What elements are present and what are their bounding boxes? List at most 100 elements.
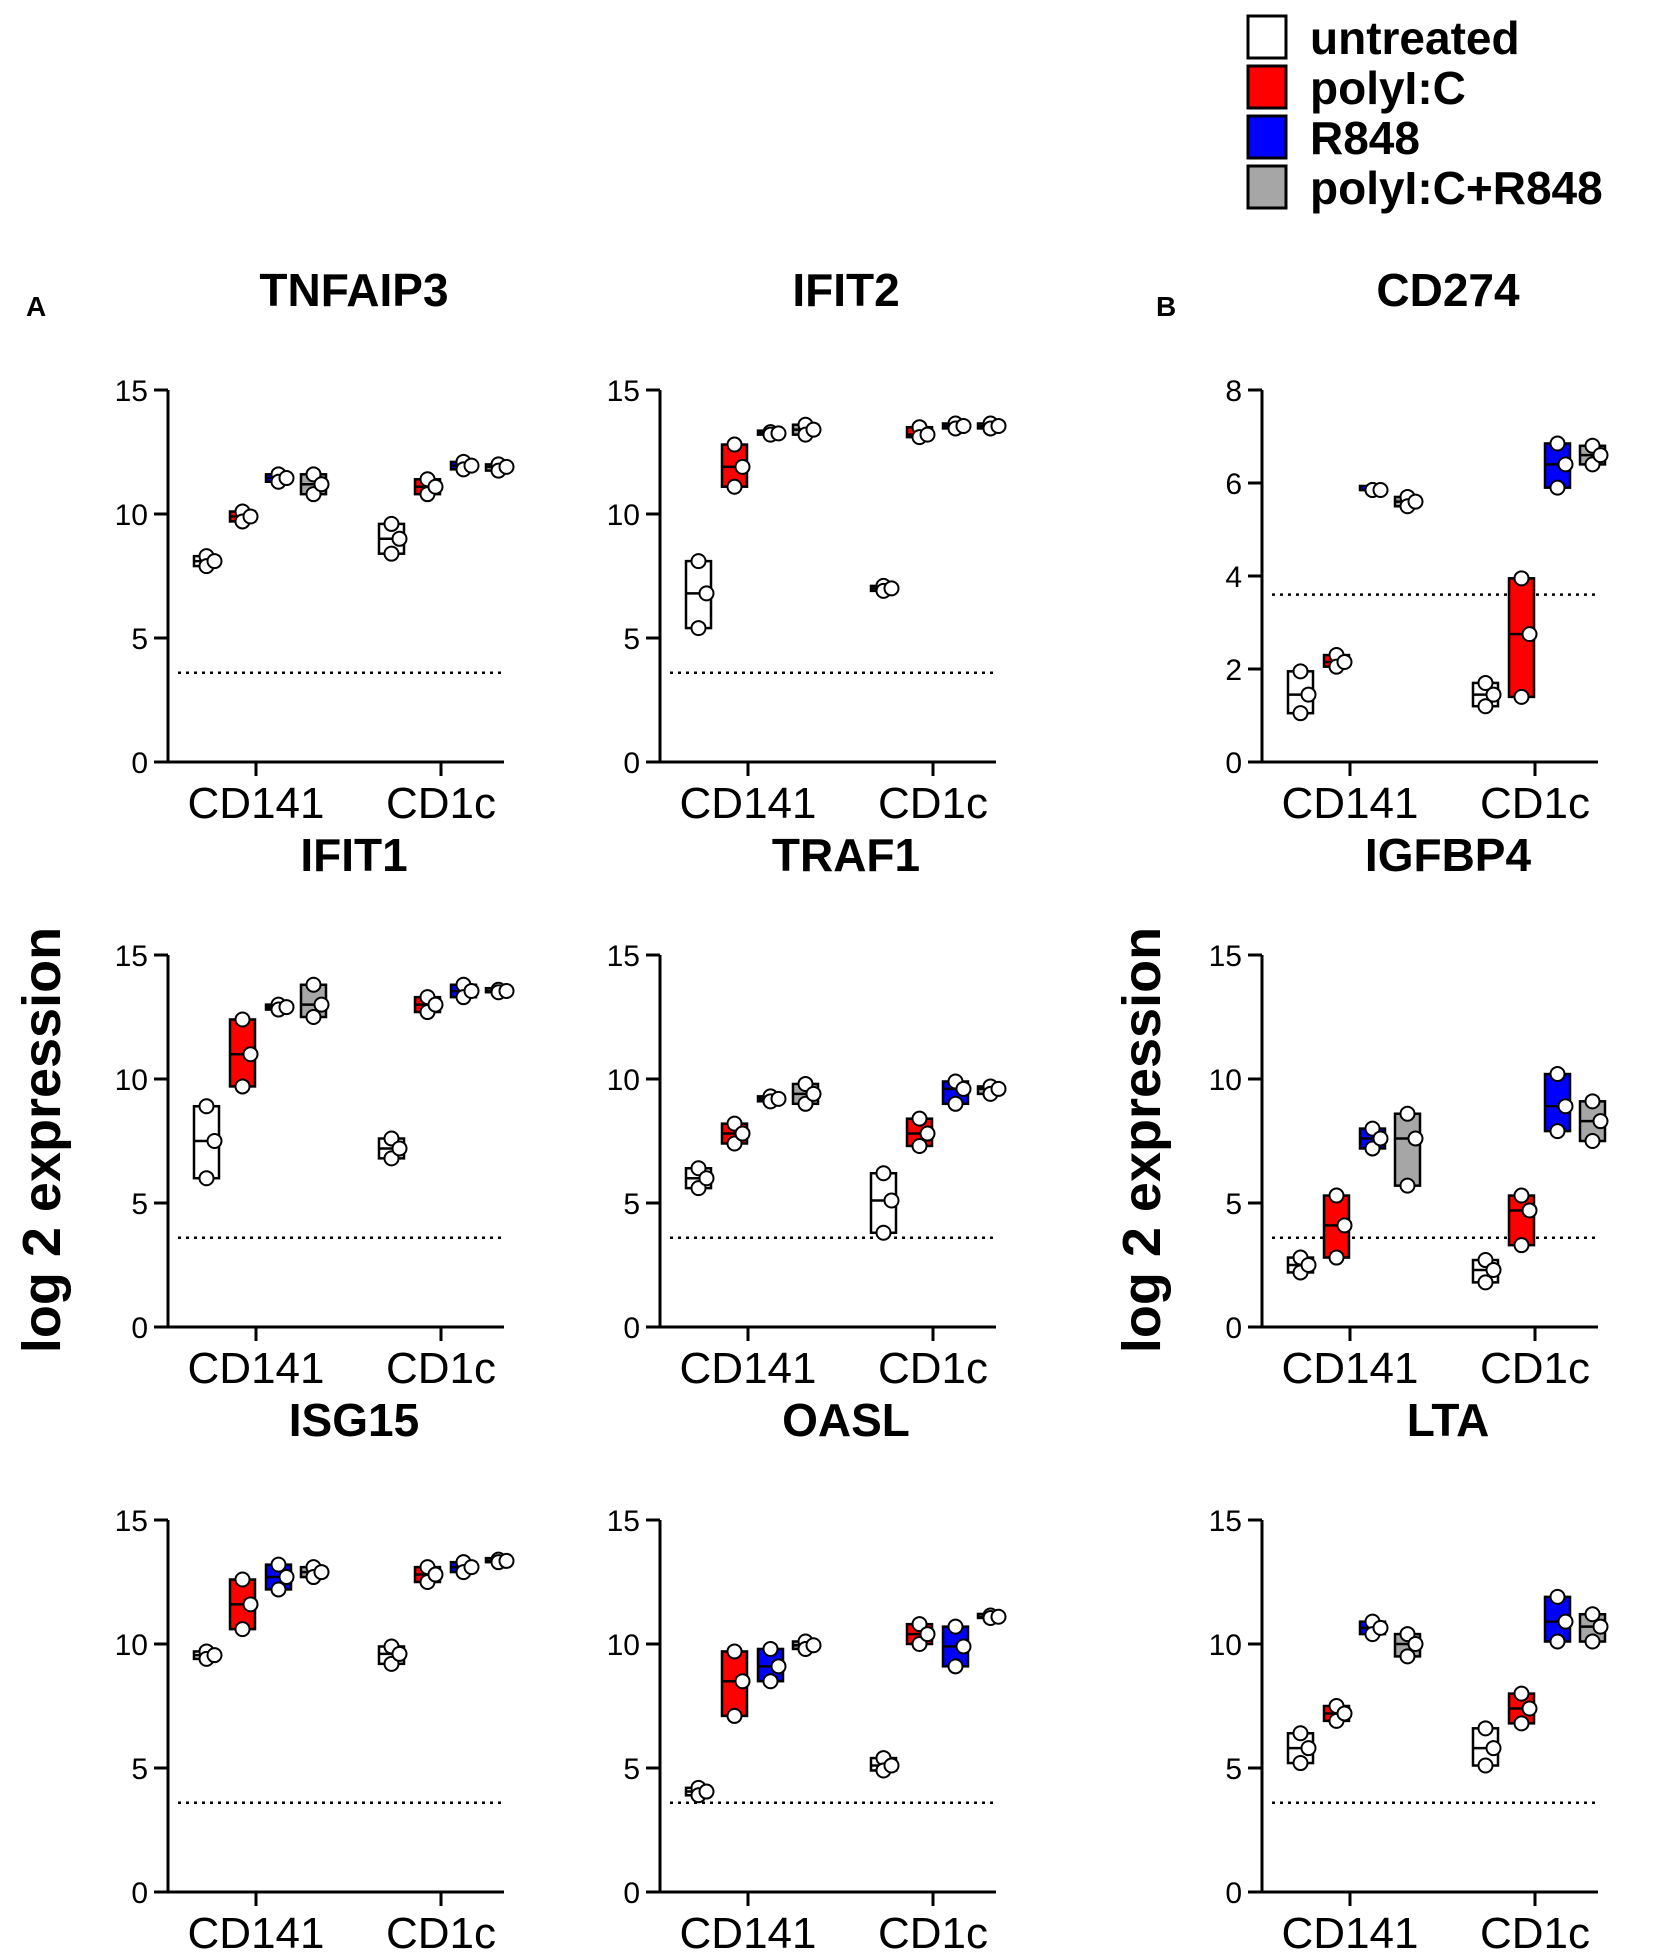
point-tnfaip3-cd1c-r848 xyxy=(463,457,480,474)
point-ifit1-cd1c-r848 xyxy=(463,982,480,999)
x-tick-label-cd141: CD141 xyxy=(680,1909,817,1956)
point-oasl-cd1c-r848 xyxy=(947,1658,964,1675)
panel-title-isg15: ISG15 xyxy=(289,1394,419,1446)
y-tick-label: 0 xyxy=(623,1877,640,1910)
point-isg15-cd141-polyi-c xyxy=(234,1571,251,1588)
point-lta-cd1c-untreated xyxy=(1485,1740,1502,1757)
y-tick-label: 0 xyxy=(623,747,640,780)
panel-traf1: TRAF1 0 5 10 15 CD141 CD1c xyxy=(607,829,1007,1393)
y-tick-label: 10 xyxy=(115,499,148,532)
y-tick-label: 0 xyxy=(1225,747,1242,780)
panel-tnfaip3: TNFAIP3 0 5 10 15 CD141 CD1c xyxy=(115,264,515,828)
point-lta-cd1c-polyi-c-r848 xyxy=(1584,1633,1601,1650)
y-tick-label: 10 xyxy=(607,1064,640,1097)
point-isg15-cd141-polyi-c xyxy=(242,1596,259,1613)
y-tick-label: 10 xyxy=(607,1629,640,1662)
point-ifit1-cd141-untreated xyxy=(206,1133,223,1149)
panel-isg15: ISG15 0 5 10 15 CD141 CD1c xyxy=(115,1394,515,1956)
y-tick-label: 2 xyxy=(1225,654,1242,687)
point-tnfaip3-cd141-r848 xyxy=(278,470,295,487)
y-tick-label: 4 xyxy=(1225,561,1242,594)
point-ifit2-cd1c-polyi-c-r848 xyxy=(990,417,1007,434)
y-tick-label: 10 xyxy=(1209,1064,1242,1097)
point-isg15-cd1c-r848 xyxy=(463,1559,480,1576)
y-tick-label: 5 xyxy=(623,623,640,656)
point-igfbp4-cd1c-untreated xyxy=(1485,1261,1502,1278)
point-isg15-cd141-polyi-c xyxy=(234,1621,251,1638)
point-ifit1-cd141-polyi-c xyxy=(234,1011,251,1028)
point-lta-cd1c-untreated xyxy=(1477,1720,1494,1737)
point-ifit2-cd141-polyi-c xyxy=(726,436,743,453)
y-tick-label: 8 xyxy=(1225,375,1242,408)
point-cd274-cd1c-polyi-c xyxy=(1513,688,1530,705)
point-ifit1-cd1c-polyi-c xyxy=(427,996,444,1013)
point-traf1-cd141-untreated xyxy=(698,1170,715,1187)
point-igfbp4-cd141-r848 xyxy=(1372,1130,1389,1147)
point-traf1-cd1c-untreated xyxy=(883,1192,900,1209)
point-cd274-cd1c-untreated xyxy=(1477,674,1494,691)
point-cd274-cd141-untreated xyxy=(1300,686,1317,703)
x-tick-label-cd141: CD141 xyxy=(188,1909,325,1956)
y-tick-label: 5 xyxy=(623,1753,640,1786)
y-tick-label: 6 xyxy=(1225,468,1242,501)
point-lta-cd1c-polyi-c xyxy=(1513,1715,1530,1732)
legend-label-r848: R848 xyxy=(1310,112,1420,164)
point-oasl-cd141-polyi-c-r848 xyxy=(805,1637,822,1654)
point-cd274-cd1c-polyi-c-r848 xyxy=(1592,447,1609,464)
point-lta-cd1c-r848 xyxy=(1549,1588,1566,1605)
point-oasl-cd1c-r848 xyxy=(955,1638,972,1655)
panel-igfbp4: IGFBP4 0 5 10 15 CD141 CD1c xyxy=(1209,829,1609,1393)
panel-label-b: B xyxy=(1156,291,1176,322)
x-tick-label-cd141: CD141 xyxy=(188,779,325,828)
point-oasl-cd1c-polyi-c-r848 xyxy=(990,1608,1007,1625)
panel-title-traf1: TRAF1 xyxy=(772,829,920,881)
point-ifit2-cd1c-r848 xyxy=(955,417,972,434)
point-oasl-cd1c-r848 xyxy=(947,1618,964,1635)
point-tnfaip3-cd141-untreated xyxy=(206,553,223,570)
y-tick-label: 5 xyxy=(1225,1753,1242,1786)
point-igfbp4-cd1c-r848 xyxy=(1557,1098,1574,1115)
y-tick-label: 5 xyxy=(1225,1188,1242,1221)
legend-label-polyi-c-r848: polyI:C+R848 xyxy=(1310,162,1603,214)
panel-title-ifit1: IFIT1 xyxy=(300,829,407,881)
point-oasl-cd141-untreated xyxy=(698,1783,715,1800)
point-cd274-cd1c-r848 xyxy=(1549,479,1566,496)
y-tick-label: 15 xyxy=(1209,1505,1242,1538)
point-tnfaip3-cd1c-untreated xyxy=(391,530,408,547)
point-lta-cd141-polyi-c-r848 xyxy=(1407,1636,1424,1652)
point-lta-cd1c-polyi-c xyxy=(1521,1700,1538,1717)
panel-title-oasl: OASL xyxy=(782,1394,910,1446)
point-oasl-cd141-polyi-c xyxy=(734,1673,751,1690)
y-tick-label: 0 xyxy=(1225,1877,1242,1910)
point-igfbp4-cd141-polyi-c-r848 xyxy=(1399,1177,1416,1194)
y-tick-label: 10 xyxy=(115,1064,148,1097)
point-ifit1-cd141-polyi-c xyxy=(234,1078,251,1095)
legend-swatch-untreated xyxy=(1246,14,1288,60)
point-traf1-cd141-polyi-c xyxy=(734,1125,751,1142)
point-cd274-cd141-r848 xyxy=(1372,481,1389,498)
point-traf1-cd1c-untreated xyxy=(875,1165,892,1182)
point-ifit1-cd141-polyi-c-r848 xyxy=(313,996,330,1013)
y-tick-label: 15 xyxy=(115,375,148,408)
point-lta-cd141-polyi-c xyxy=(1336,1705,1353,1722)
point-igfbp4-cd141-untreated xyxy=(1300,1257,1317,1273)
point-tnfaip3-cd141-polyi-c xyxy=(242,508,259,525)
legend-label-untreated: untreated xyxy=(1310,12,1520,64)
y-tick-label: 0 xyxy=(623,1312,640,1345)
y-tick-label: 0 xyxy=(131,1877,148,1910)
y-tick-label: 5 xyxy=(131,1188,148,1221)
point-isg15-cd141-untreated xyxy=(206,1647,223,1664)
point-isg15-cd141-r848 xyxy=(270,1556,287,1573)
point-ifit1-cd141-untreated xyxy=(198,1098,215,1115)
x-tick-label-cd1c: CD1c xyxy=(1480,1344,1590,1393)
point-ifit2-cd141-polyi-c-r848 xyxy=(805,421,822,438)
x-tick-label-cd1c: CD1c xyxy=(386,779,496,828)
point-isg15-cd1c-polyi-c-r848 xyxy=(498,1552,515,1569)
panel-title-ifit2: IFIT2 xyxy=(792,264,899,316)
y-tick-label: 15 xyxy=(115,940,148,973)
point-cd274-cd1c-untreated xyxy=(1477,698,1494,715)
y-tick-label: 15 xyxy=(115,1505,148,1538)
point-ifit2-cd141-polyi-c xyxy=(726,478,743,495)
point-igfbp4-cd141-polyi-c-r848 xyxy=(1407,1130,1424,1147)
